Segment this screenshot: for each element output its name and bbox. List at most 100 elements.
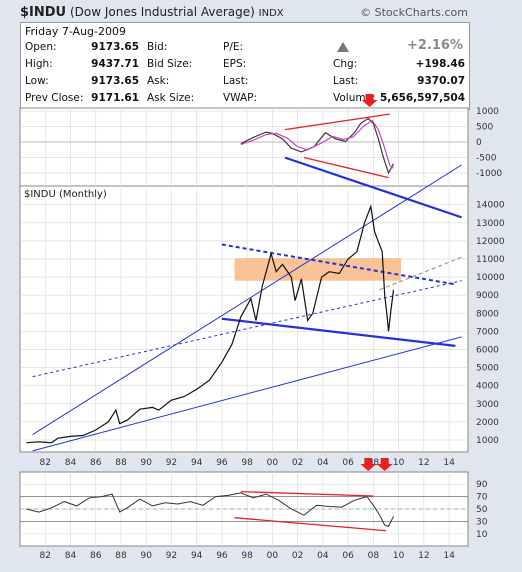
price-x-tick: 92 — [166, 458, 177, 468]
prev-close-value: 9171.61 — [91, 92, 139, 104]
price-x-tick: 86 — [90, 458, 102, 468]
chart-header: $INDU (Dow Jones Industrial Average) IND… — [20, 5, 468, 21]
price-y-tick: 1000 — [476, 436, 499, 446]
price-gray-line-dashed — [379, 256, 462, 291]
macd-signal-line — [240, 119, 394, 169]
price-x-tick: 90 — [140, 458, 152, 468]
price-blue-line — [32, 336, 462, 452]
rsi-x-tick: 84 — [65, 551, 77, 561]
eps-label: EPS: — [223, 58, 247, 70]
rsi-x-tick: 96 — [216, 551, 228, 561]
rsi-x-tick: 00 — [267, 551, 279, 561]
price-y-tick: 5000 — [476, 364, 499, 374]
rsi-x-tick: 14 — [443, 551, 455, 561]
index-name: (Dow Jones Industrial Average) — [69, 5, 255, 19]
volume-value: 5,656,597,504 — [379, 92, 465, 104]
percent-change: +2.16% — [407, 38, 463, 53]
rsi-x-tick: 02 — [292, 551, 303, 561]
price-resistance-band — [234, 258, 402, 281]
price-series-line — [26, 204, 395, 444]
rsi-y-tick: 90 — [476, 480, 488, 490]
macd-panel — [19, 107, 469, 187]
rsi-y-tick: 30 — [476, 517, 488, 527]
last-label-2: Last: — [333, 75, 359, 87]
price-y-tick: 9000 — [476, 291, 499, 301]
price-x-tick: 84 — [65, 458, 77, 468]
price-x-tick: 10 — [393, 458, 405, 468]
price-x-tick: 06 — [342, 458, 354, 468]
last-value: 9370.07 — [417, 75, 465, 87]
bid-size-label: Bid Size: — [147, 58, 193, 70]
direction-triangle-icon — [337, 42, 349, 52]
price-y-tick: 7000 — [476, 327, 499, 337]
quote-box: Friday 7-Aug-2009 Open: 9173.65 Bid: P/E… — [20, 22, 470, 110]
price-x-tick: 02 — [292, 458, 303, 468]
macd-y-tick: -500 — [476, 154, 497, 164]
macd-red-line — [303, 156, 389, 179]
rsi-x-tick: 86 — [90, 551, 102, 561]
rsi-red-arrow-icon — [360, 458, 377, 471]
prev-close-label: Prev Close: — [25, 92, 84, 104]
rsi-x-tick: 12 — [418, 551, 429, 561]
price-x-tick: 88 — [115, 458, 127, 468]
rsi-red-line — [240, 490, 374, 497]
pe-label: P/E: — [223, 41, 244, 53]
price-x-tick: 94 — [191, 458, 203, 468]
price-panel-title: $INDU (Monthly) — [24, 189, 107, 200]
rsi-x-tick: 08 — [368, 551, 380, 561]
quote-date: Friday 7-Aug-2009 — [25, 25, 127, 38]
macd-y-tick: 1000 — [476, 107, 499, 117]
rsi-x-tick: 92 — [166, 551, 177, 561]
price-x-tick: 14 — [443, 458, 455, 468]
rsi-x-tick: 04 — [317, 551, 329, 561]
price-blue-line-dashed-thick — [221, 243, 456, 286]
macd-y-tick: 500 — [476, 123, 493, 133]
rsi-red-arrow-icon — [376, 458, 393, 471]
high-label: High: — [25, 58, 53, 70]
price-x-tick: 96 — [216, 458, 228, 468]
price-x-tick: 04 — [317, 458, 329, 468]
price-y-tick: 10000 — [476, 273, 505, 283]
price-y-tick: 14000 — [476, 201, 505, 211]
price-y-tick: 12000 — [476, 237, 505, 247]
price-x-tick: 98 — [241, 458, 253, 468]
rsi-y-tick: 10 — [476, 530, 488, 540]
ask-size-label: Ask Size: — [147, 92, 195, 104]
price-x-tick: 82 — [40, 458, 51, 468]
bid-label: Bid: — [147, 41, 168, 53]
ask-label: Ask: — [147, 75, 170, 87]
macd-red-arrow-icon — [361, 94, 378, 107]
chg-label: Chg: — [333, 58, 358, 70]
macd-red-line — [284, 113, 390, 131]
price-y-tick: 4000 — [476, 382, 499, 392]
price-y-tick: 2000 — [476, 418, 499, 428]
rsi-x-tick: 88 — [115, 551, 127, 561]
symbol: $INDU — [20, 5, 67, 20]
macd-y-tick: -1000 — [476, 169, 502, 179]
rsi-y-tick: 70 — [476, 493, 488, 503]
vwap-label: VWAP: — [223, 92, 258, 104]
low-label: Low: — [25, 75, 49, 87]
price-x-tick: 08 — [368, 458, 380, 468]
rsi-series-line — [26, 492, 394, 528]
rsi-red-line — [234, 517, 387, 532]
source-credit[interactable]: © StockCharts.com — [360, 6, 468, 19]
price-panel — [19, 185, 469, 453]
rsi-x-tick: 06 — [342, 551, 354, 561]
rsi-x-tick: 82 — [40, 551, 51, 561]
rsi-x-tick: 90 — [140, 551, 152, 561]
high-value: 9437.71 — [91, 58, 139, 70]
price-y-tick: 3000 — [476, 400, 499, 410]
open-label: Open: — [25, 41, 57, 53]
price-y-tick: 11000 — [476, 255, 505, 265]
macd-y-tick: 0 — [476, 138, 482, 148]
rsi-y-tick: 50 — [476, 505, 488, 515]
price-blue-line-thick — [284, 156, 463, 219]
price-y-tick: 6000 — [476, 346, 499, 356]
low-value: 9173.65 — [91, 75, 139, 87]
price-blue-line — [32, 164, 462, 435]
rsi-x-tick: 94 — [191, 551, 203, 561]
price-blue-line-thick — [221, 317, 456, 347]
chg-value: +198.46 — [415, 58, 465, 70]
